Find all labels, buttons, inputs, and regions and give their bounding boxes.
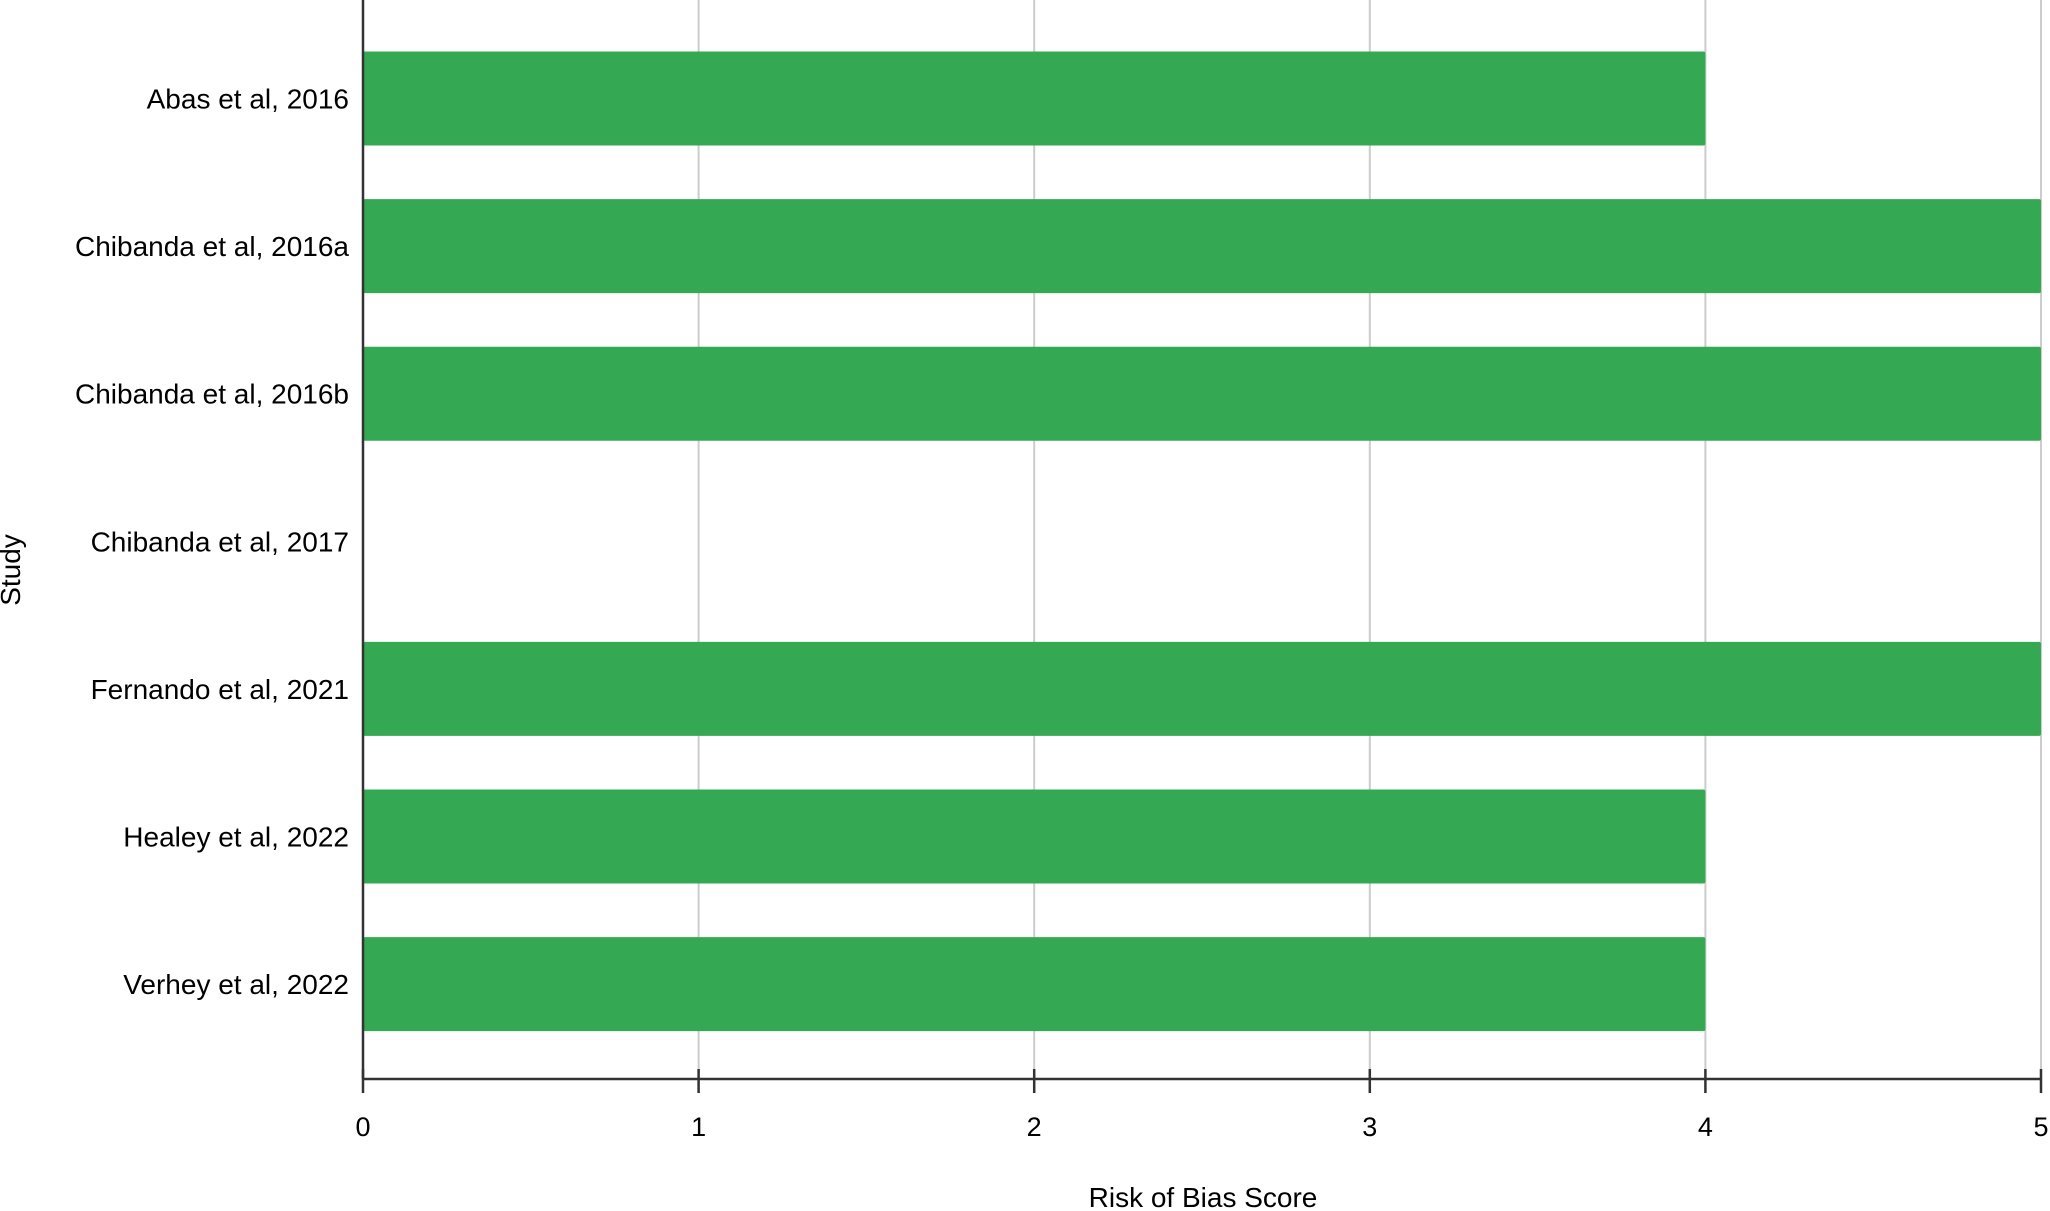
bar-4 bbox=[363, 641, 2041, 736]
axes bbox=[361, 0, 2043, 1093]
category-label: Chibanda et al, 2016a bbox=[75, 231, 349, 262]
bars bbox=[363, 51, 2041, 1032]
bar-6 bbox=[363, 937, 1706, 1032]
bar-0 bbox=[363, 51, 1706, 146]
y-axis-title: Study bbox=[0, 534, 26, 606]
x-tick-label: 0 bbox=[355, 1112, 370, 1142]
x-tick-label: 2 bbox=[1027, 1112, 1042, 1142]
x-tick-label: 4 bbox=[1698, 1112, 1713, 1142]
category-label: Chibanda et al, 2016b bbox=[75, 379, 349, 410]
x-tick-label: 1 bbox=[691, 1112, 706, 1142]
bar-5 bbox=[363, 789, 1706, 884]
category-label: Verhey et al, 2022 bbox=[123, 969, 349, 1000]
x-tick-label: 3 bbox=[1362, 1112, 1377, 1142]
category-label: Chibanda et al, 2017 bbox=[91, 526, 349, 557]
x-tick-label: 5 bbox=[2033, 1112, 2048, 1142]
category-label: Fernando et al, 2021 bbox=[91, 674, 349, 705]
category-label: Abas et al, 2016 bbox=[147, 84, 349, 115]
bar-2 bbox=[363, 346, 2041, 441]
bar-1 bbox=[363, 199, 2041, 294]
x-axis-title: Risk of Bias Score bbox=[1089, 1182, 1318, 1211]
gridlines bbox=[697, 0, 2042, 1079]
tick-labels: 0 1 2 3 4 5 bbox=[355, 1112, 2048, 1142]
category-label: Healey et al, 2022 bbox=[123, 822, 349, 853]
category-labels: Abas et al, 2016 Chibanda et al, 2016a Chi… bbox=[75, 84, 349, 1001]
